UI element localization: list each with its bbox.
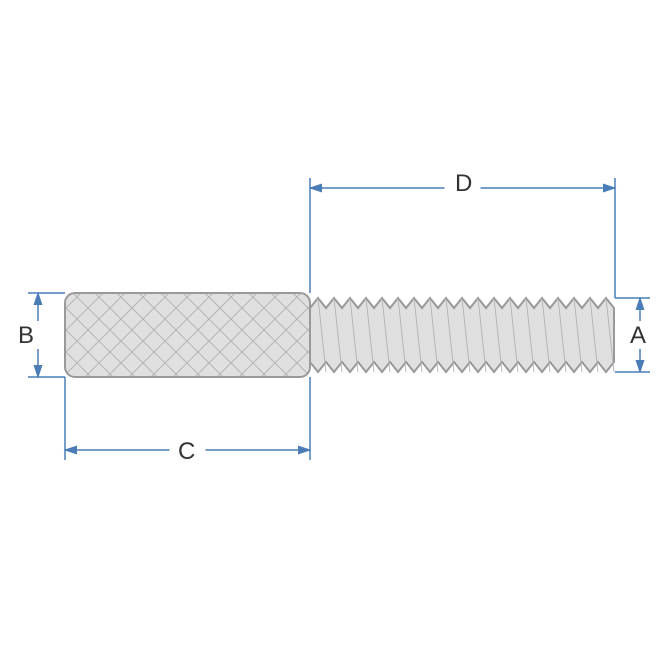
dimension-label-c: C — [178, 438, 195, 466]
dimension-label-a: A — [630, 322, 646, 350]
diagram-canvas: A B C D — [0, 0, 670, 670]
technical-drawing — [0, 0, 670, 670]
dimension-label-b: B — [18, 322, 34, 350]
dimension-label-d: D — [455, 170, 472, 198]
